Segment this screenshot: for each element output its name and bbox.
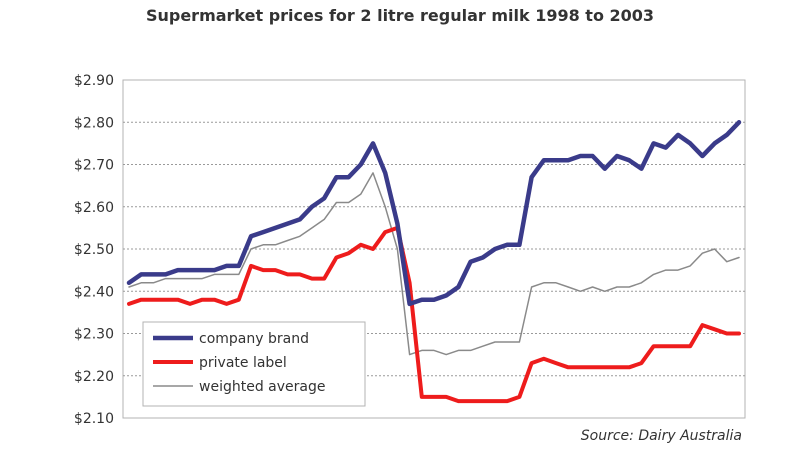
legend-label-private-label: private label	[199, 355, 287, 371]
y-tick-label: $2.70	[74, 158, 114, 174]
chart-title: Supermarket prices for 2 litre regular m…	[145, 6, 655, 25]
y-tick-label: $2.30	[74, 327, 114, 343]
y-tick-label: $2.20	[74, 369, 114, 385]
legend-label-company-brand: company brand	[199, 331, 309, 347]
company-brand-series-line	[126, 120, 742, 307]
y-tick-label: $2.40	[74, 284, 114, 300]
y-tick-label: $2.60	[74, 200, 114, 216]
legend-label-weighted-average: weighted average	[199, 379, 325, 395]
y-tick-label: $2.90	[74, 73, 114, 89]
source-note: Source: Dairy Australia	[580, 428, 742, 444]
y-tick-label: $2.80	[74, 115, 114, 131]
y-tick-label: $2.10	[74, 411, 114, 427]
y-tick-label: $2.50	[74, 242, 114, 258]
private-label-series-line	[127, 225, 741, 404]
weighted-average-series-line	[128, 172, 740, 356]
